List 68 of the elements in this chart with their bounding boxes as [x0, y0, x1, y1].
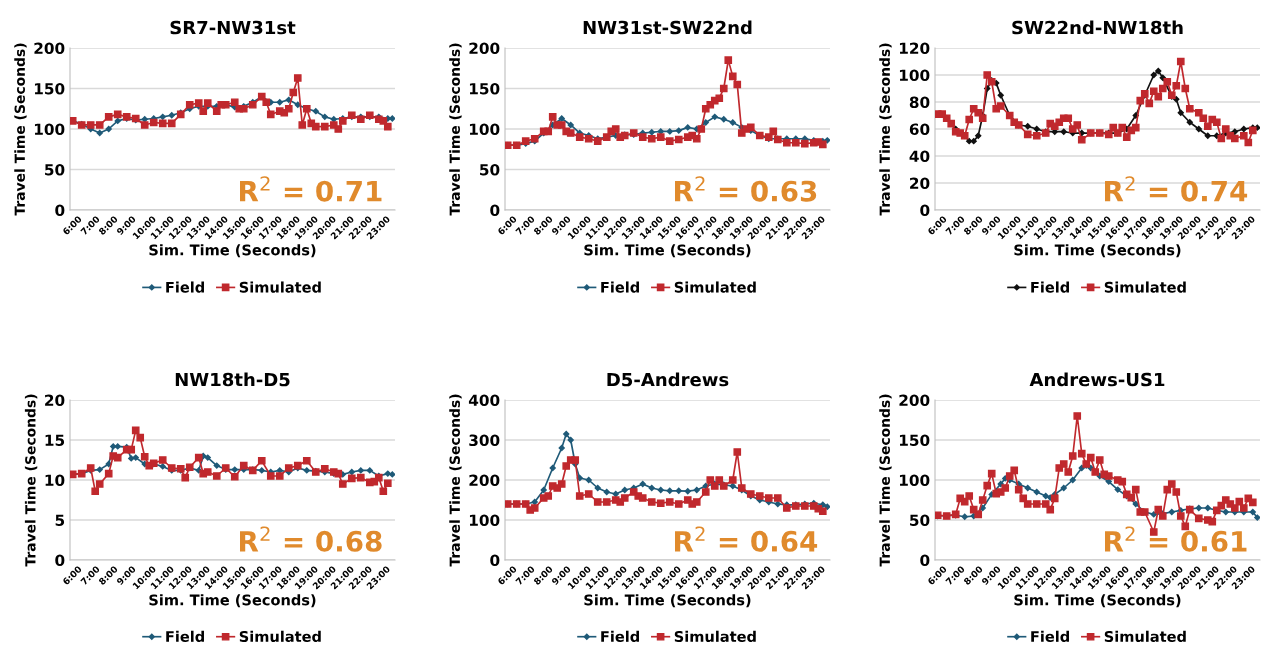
x-axis-title: Sim. Time (Seconds)	[149, 594, 316, 608]
x-axis-title: Sim. Time (Seconds)	[584, 244, 751, 258]
y-tick-label: 50	[480, 163, 500, 176]
chart-title: NW31st-SW22nd	[583, 20, 752, 35]
y-tick-label: 0	[920, 204, 930, 217]
legend-label: Simulated	[1104, 281, 1186, 293]
y-tick-label: 300	[469, 434, 500, 447]
y-tick-label: 200	[34, 42, 65, 55]
legend-label: Simulated	[674, 630, 756, 643]
y-tick-label: 20	[910, 177, 930, 190]
y-tick-label: 150	[899, 434, 930, 447]
y-tick-label: 0	[55, 554, 65, 567]
chart-title: D5-Andrews	[607, 372, 729, 387]
y-axis-title: Travel Time (Seconds)	[879, 394, 892, 567]
y-tick-label: 400	[468, 394, 500, 407]
y-axis-title: Travel Time (Seconds)	[14, 43, 27, 216]
legend-label: Field	[1031, 630, 1069, 643]
x-axis-title: Sim. Time (Seconds)	[584, 594, 751, 608]
y-tick-label: 150	[469, 82, 500, 95]
y-tick-label: 100	[899, 474, 930, 487]
chart-title: Andrews-US1	[1029, 372, 1165, 387]
y-axis-title: Travel Time (Seconds)	[24, 394, 38, 567]
y-tick-label: 100	[469, 514, 500, 527]
y-tick-label: 10	[45, 474, 65, 487]
legend-label: Field	[601, 630, 639, 643]
legend-label: Field	[166, 630, 204, 643]
y-tick-label: 80	[909, 96, 930, 109]
legend-label: Simulated	[239, 281, 321, 293]
y-tick-label: 50	[910, 514, 930, 527]
y-tick-label: 0	[490, 554, 500, 567]
y-tick-label: 0	[920, 554, 930, 567]
chart-title: SW22nd-NW18th	[1012, 20, 1183, 35]
annotation: R$^{2}$ = 0.68	[240, 526, 382, 552]
annotation: R$^{2}$ = 0.71	[240, 176, 382, 202]
y-tick-label: 60	[909, 123, 930, 136]
legend-label: Field	[166, 281, 204, 293]
x-axis-title: Sim. Time (Seconds)	[1014, 594, 1181, 608]
y-tick-label: 15	[45, 434, 65, 447]
y-tick-label: 0	[490, 204, 500, 217]
legend-label: Field	[601, 281, 639, 293]
legend-label: Simulated	[674, 281, 756, 293]
legend-label: Simulated	[1104, 630, 1186, 643]
y-tick-label: 100	[899, 69, 930, 82]
annotation: R$^{2}$ = 0.74	[1105, 176, 1248, 202]
y-axis-title: Travel Time (Seconds)	[449, 394, 462, 567]
annotation: R$^{2}$ = 0.61	[1105, 526, 1247, 552]
x-axis-title: Sim. Time (Seconds)	[1014, 244, 1181, 258]
y-tick-label: 200	[899, 394, 930, 407]
chart-title: NW18th-D5	[175, 372, 290, 387]
annotation: R$^{2}$ = 0.63	[675, 176, 817, 202]
y-tick-label: 120	[899, 42, 930, 55]
legend-label: Simulated	[239, 630, 321, 643]
y-tick-label: 100	[469, 123, 500, 136]
y-tick-label: 200	[469, 42, 500, 55]
chart-title: SR7-NW31st	[170, 20, 296, 35]
y-tick-label: 200	[469, 474, 500, 487]
y-axis-title: Travel Time (Seconds)	[449, 43, 462, 216]
annotation: R$^{2}$ = 0.64	[675, 526, 818, 552]
y-axis-title: Travel Time (Seconds)	[879, 43, 892, 216]
y-tick-label: 100	[34, 123, 65, 136]
y-tick-label: 0	[55, 204, 65, 217]
y-tick-label: 50	[45, 163, 65, 176]
x-axis-title: Sim. Time (Seconds)	[149, 244, 316, 258]
y-tick-label: 150	[34, 82, 65, 95]
legend-label: Field	[1031, 281, 1069, 293]
y-tick-label: 40	[909, 150, 930, 163]
y-tick-label: 5	[55, 514, 65, 527]
y-tick-label: 20	[45, 394, 65, 407]
